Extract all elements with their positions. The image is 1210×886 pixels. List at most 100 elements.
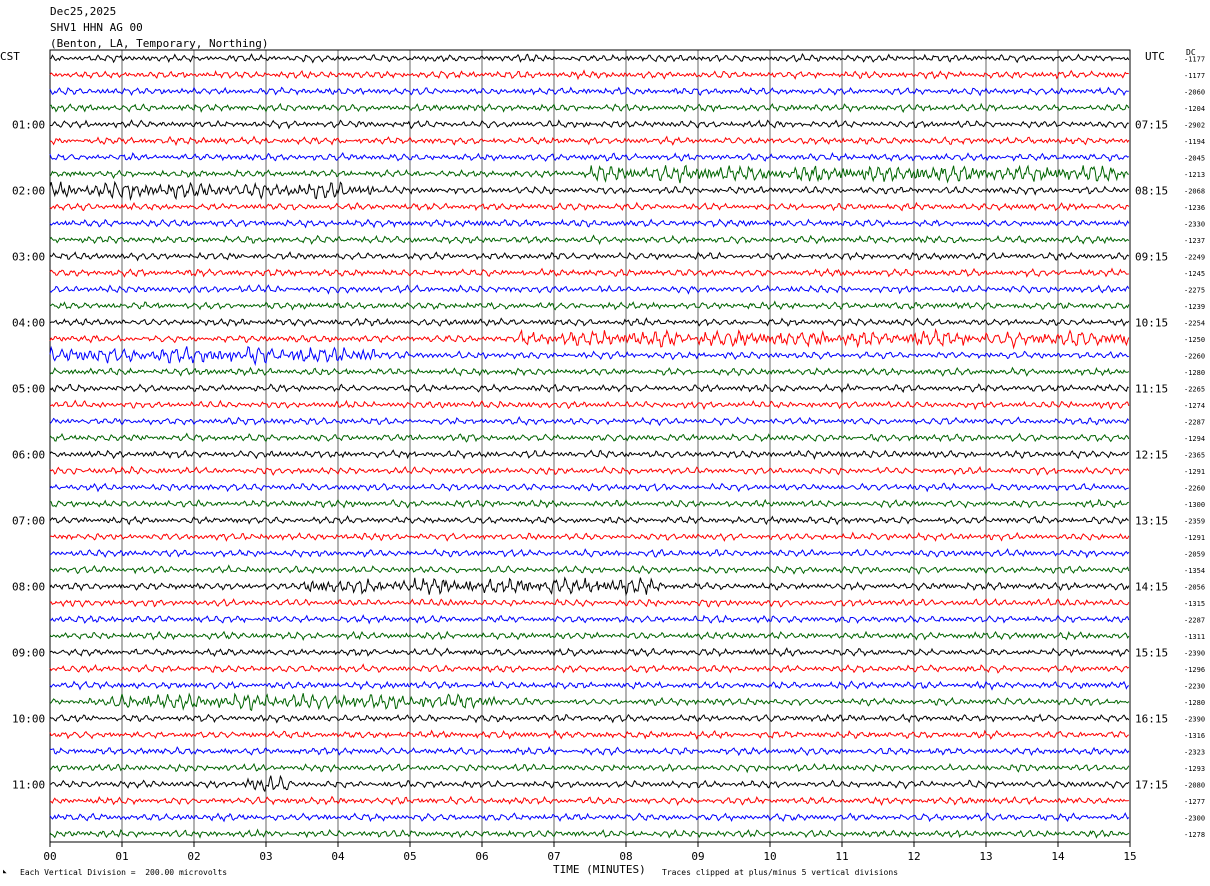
dc-offset-label: -1315 bbox=[1184, 600, 1205, 608]
seismic-trace bbox=[49, 164, 1129, 184]
seismic-trace bbox=[49, 135, 1130, 147]
dc-offset-label: -2056 bbox=[1184, 583, 1205, 591]
seismic-trace bbox=[49, 564, 1130, 575]
dc-offset-label: -2068 bbox=[1184, 187, 1205, 195]
dc-offset-label: -2287 bbox=[1184, 616, 1205, 624]
seismic-trace bbox=[49, 300, 1130, 311]
dc-offset-label: -2323 bbox=[1184, 748, 1205, 756]
dc-offset-label: -2287 bbox=[1184, 418, 1205, 426]
seismic-trace bbox=[49, 69, 1129, 81]
dc-offset-label: -2300 bbox=[1184, 814, 1205, 822]
seismic-trace bbox=[49, 432, 1130, 443]
seismic-trace bbox=[49, 218, 1130, 229]
x-tick-label: 04 bbox=[331, 850, 345, 863]
seismic-trace bbox=[49, 53, 1130, 64]
dc-offset-label: -1237 bbox=[1184, 237, 1205, 245]
seismic-trace bbox=[49, 366, 1130, 377]
seismic-trace bbox=[49, 482, 1129, 493]
x-tick-label: 13 bbox=[979, 850, 992, 863]
seismic-trace bbox=[49, 531, 1130, 542]
seismic-trace bbox=[49, 746, 1130, 757]
seismic-trace bbox=[49, 465, 1130, 476]
x-tick-label: 03 bbox=[259, 850, 272, 863]
dc-offset-label: -2230 bbox=[1184, 682, 1205, 690]
clip-note: Traces clipped at plus/minus 5 vertical … bbox=[662, 868, 899, 877]
dc-offset-label: -1300 bbox=[1184, 501, 1205, 509]
header-location: (Benton, LA, Temporary, Northing) bbox=[50, 37, 269, 50]
dc-offset-label: -1250 bbox=[1184, 336, 1205, 344]
dc-offset-label: -1280 bbox=[1184, 699, 1205, 707]
seismic-trace bbox=[49, 449, 1129, 460]
seismic-trace bbox=[49, 180, 1129, 201]
x-tick-label: 00 bbox=[43, 850, 56, 863]
seismic-trace bbox=[49, 795, 1129, 807]
dc-offset-label: -2902 bbox=[1184, 121, 1205, 129]
left-hour-label: 03:00 bbox=[12, 250, 45, 263]
x-tick-label: 02 bbox=[187, 850, 200, 863]
x-tick-label: 15 bbox=[1123, 850, 1136, 863]
seismic-trace bbox=[49, 327, 1130, 350]
dc-offset-label: -2260 bbox=[1184, 352, 1205, 360]
x-tick-label: 07 bbox=[547, 850, 560, 863]
dc-offset-label: -2249 bbox=[1184, 253, 1205, 261]
dc-offset-label: -1291 bbox=[1184, 468, 1205, 476]
x-tick-label: 12 bbox=[907, 850, 920, 863]
right-hour-label: 15:15 bbox=[1135, 646, 1168, 659]
seismic-trace bbox=[49, 680, 1130, 691]
dc-offset-label: -2390 bbox=[1184, 649, 1205, 657]
seismic-trace bbox=[49, 515, 1129, 526]
seismic-trace bbox=[49, 267, 1129, 278]
x-tick-label: 05 bbox=[403, 850, 416, 863]
dc-offset-label: -1291 bbox=[1184, 534, 1205, 542]
dc-offset-label: -1204 bbox=[1184, 105, 1205, 113]
seismic-trace bbox=[49, 597, 1130, 608]
dc-offset-label: -1194 bbox=[1184, 138, 1205, 146]
seismic-trace bbox=[49, 762, 1130, 774]
seismic-trace bbox=[49, 729, 1130, 740]
dc-offset-label: -1213 bbox=[1184, 171, 1205, 179]
dc-offset-label: -1280 bbox=[1184, 369, 1205, 377]
dc-offset-label: -2080 bbox=[1184, 781, 1205, 789]
dc-offset-label: -2359 bbox=[1184, 517, 1205, 525]
left-hour-label: 07:00 bbox=[12, 514, 45, 527]
seismic-trace bbox=[49, 345, 1129, 367]
x-tick-label: 10 bbox=[763, 850, 776, 863]
dc-offset-label: -2060 bbox=[1184, 88, 1205, 96]
seismic-trace bbox=[49, 317, 1130, 327]
dc-offset-label: -1354 bbox=[1184, 567, 1205, 575]
x-tick-label: 08 bbox=[619, 850, 632, 863]
dc-offset-label: -2265 bbox=[1184, 385, 1205, 393]
right-hour-label: 09:15 bbox=[1135, 250, 1168, 263]
header-date: Dec25,2025 bbox=[50, 5, 117, 18]
right-hour-label: 08:15 bbox=[1135, 184, 1168, 197]
dc-offset-label: -2254 bbox=[1184, 319, 1205, 327]
right-hour-label: 11:15 bbox=[1135, 382, 1168, 395]
dc-offset-label: -1177 bbox=[1184, 72, 1205, 80]
scale-glyph-icon: ◣ bbox=[3, 868, 7, 875]
seismic-trace bbox=[49, 614, 1130, 625]
dc-offset-label: -1293 bbox=[1184, 765, 1205, 773]
seismic-trace bbox=[49, 151, 1129, 162]
x-tick-label: 11 bbox=[835, 850, 848, 863]
left-hour-label: 05:00 bbox=[12, 382, 45, 395]
dc-offset-label: -2045 bbox=[1184, 154, 1205, 162]
left-hour-label: 11:00 bbox=[12, 778, 45, 791]
dc-offset-label: -2059 bbox=[1184, 550, 1205, 558]
dc-offset-label: -2330 bbox=[1184, 220, 1205, 228]
x-tick-label: 09 bbox=[691, 850, 704, 863]
dc-offset-label: -2390 bbox=[1184, 715, 1205, 723]
scale-note: Each Vertical Division = 200.00 microvol… bbox=[20, 868, 228, 877]
dc-offset-label: -2260 bbox=[1184, 484, 1205, 492]
dc-offset-label: -1274 bbox=[1184, 402, 1205, 410]
header-station: SHV1 HHN AG 00 bbox=[50, 21, 143, 34]
left-timezone-label: CST bbox=[0, 50, 20, 63]
dc-offset-label: -1245 bbox=[1184, 270, 1205, 278]
left-hour-label: 01:00 bbox=[12, 118, 45, 131]
seismic-trace bbox=[49, 284, 1130, 295]
x-axis-title: TIME (MINUTES) bbox=[553, 863, 646, 876]
left-hour-label: 10:00 bbox=[12, 712, 45, 725]
dc-label: DC bbox=[1186, 48, 1196, 57]
right-hour-label: 14:15 bbox=[1135, 580, 1168, 593]
seismic-trace bbox=[49, 119, 1129, 130]
right-hour-label: 16:15 bbox=[1135, 712, 1168, 725]
